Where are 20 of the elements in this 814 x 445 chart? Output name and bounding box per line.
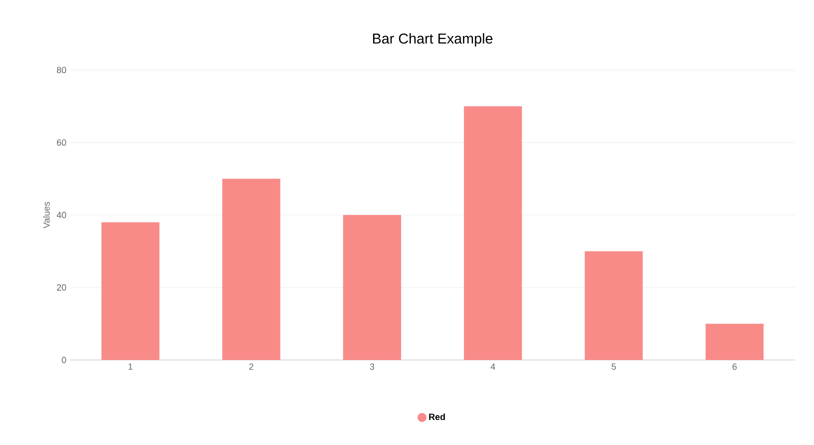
y-tick-label: 40 <box>56 212 66 218</box>
y-tick-label: 60 <box>56 139 66 146</box>
chart-title: Bar Chart Example <box>373 33 492 47</box>
bar <box>222 178 280 360</box>
y-tick-label: 80 <box>56 66 66 74</box>
bar <box>343 214 402 360</box>
legend-label: Red <box>429 413 445 420</box>
y-tick-label: 20 <box>56 284 66 291</box>
x-tick-label: 3 <box>370 364 374 370</box>
x-tick-label: 5 <box>612 364 616 370</box>
x-tick-label: 6 <box>732 364 737 370</box>
bar <box>101 222 160 360</box>
bar <box>706 324 764 360</box>
x-tick-label: 1 <box>128 364 132 370</box>
x-tick-label: 2 <box>249 364 254 370</box>
y-tick-label: 0 <box>62 356 66 364</box>
y-axis-title: Values <box>43 202 50 228</box>
x-tick-label: 4 <box>490 364 496 370</box>
bar <box>464 106 522 360</box>
bar <box>584 251 643 360</box>
